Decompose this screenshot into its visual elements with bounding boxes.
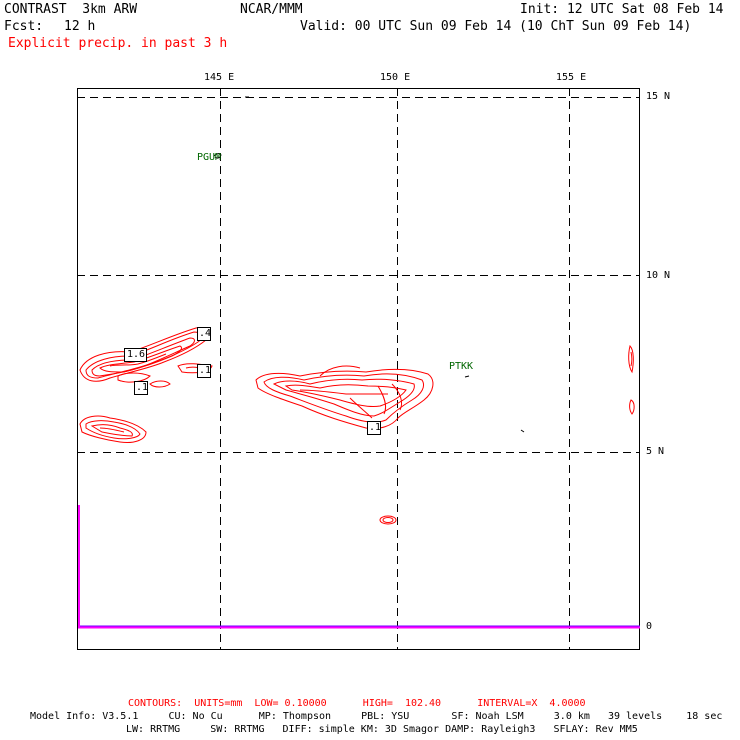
forecast-hour: 12 h [64,19,96,34]
label-box [197,327,211,341]
label-box [367,421,381,435]
init-time: Init: 12 UTC Sat 08 Feb 14 [520,2,724,17]
station-ptkk: PTKK [449,361,474,372]
lon-label-145: 145 E [204,72,235,83]
contour-label: .4 [199,328,212,339]
map-frame [77,88,640,650]
lon-label-150: 150 E [380,72,411,83]
model-title: CONTRAST 3km ARW [4,2,138,17]
valid-time: Valid: 00 UTC Sun 09 Feb 14 (10 ChT Sun … [300,19,692,34]
coastlines [213,96,525,433]
label-box [124,348,147,362]
lat-label-15n: 15 N [646,91,671,102]
field-title: Explicit precip. in past 3 h [8,36,228,51]
coastline-pohnpei [520,429,525,433]
contour-label: .1 [136,382,149,393]
organization: NCAR/MMM [240,2,303,17]
label-box [134,381,148,395]
lat-label-10n: 10 N [646,270,671,281]
station-pgum: PGUM [197,152,222,163]
contour-info: CONTOURS: UNITS=mm LOW= 0.10000 HIGH= 10… [128,698,586,709]
label-box [197,364,211,378]
lat-label-0: 0 [646,621,653,632]
contour-label: 1.6 [127,349,146,360]
contour-label: .1 [199,365,212,376]
model-info-line1: Model Info: V3.5.1 CU: No Cu MP: Thompso… [30,711,723,722]
contour-label-boxes [124,327,381,435]
lon-label-155: 155 E [556,72,587,83]
forecast-label: Fcst: [4,19,44,34]
lat-label-5n: 5 N [646,446,665,457]
precip-contours [79,327,635,525]
domain-boundary [78,505,640,629]
contour-label: .1 [369,422,382,433]
coastline-chuuk [464,375,470,378]
graticule [77,88,640,650]
model-info-line2: LW: RRTMG SW: RRTMG DIFF: simple KM: 3D … [126,724,638,735]
coastline-guam [213,153,222,159]
